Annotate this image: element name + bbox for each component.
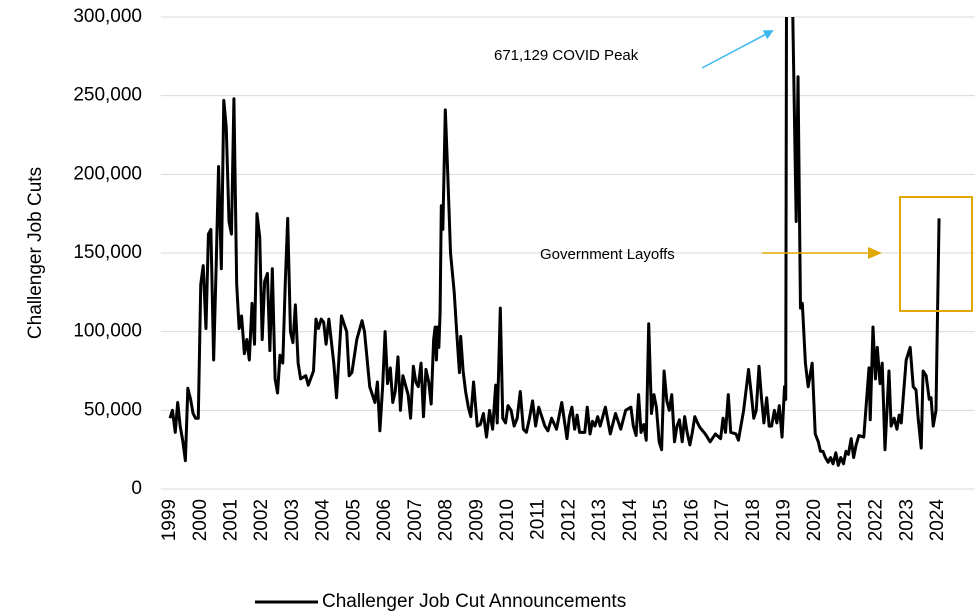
y-tick-label: 250,000 [73,85,142,106]
data-line [168,17,941,467]
annotation: Government Layoffs [540,246,675,263]
x-tick-label: 2001 [220,499,241,541]
x-tick-label: 2019 [774,499,795,541]
y-tick-label: 50,000 [84,399,142,420]
x-tick-label: 2006 [374,499,395,541]
x-tick-label: 2002 [251,499,272,541]
y-tick-label: 100,000 [73,321,142,342]
x-tick-label: 2003 [282,499,303,541]
y-axis-title: Challenger Job Cuts [25,167,46,339]
y-tick-label: 150,000 [73,242,142,263]
x-tick-label: 2018 [743,499,764,541]
highlight-box [899,196,973,312]
annotation: 671,129 COVID Peak [494,47,639,64]
x-tick-label: 2008 [436,499,457,541]
x-tick-label: 2007 [405,499,426,541]
x-tick-label: 2000 [190,499,211,541]
y-tick-label: 300,000 [73,6,142,27]
x-tick-label: 2014 [620,499,641,542]
x-tick-label: 2021 [835,499,856,541]
x-tick-label: 2009 [466,499,487,541]
x-tick-label: 2022 [866,499,887,541]
x-tick-label: 2011 [528,499,549,540]
x-tick-label: 2023 [896,499,917,541]
series [168,17,941,467]
x-tick-label: 2012 [558,499,579,541]
x-tick-label: 2013 [589,499,610,541]
legend-label: Challenger Job Cut Announcements [322,591,626,612]
x-tick-label: 2010 [497,499,518,541]
x-tick-label: 2017 [712,499,733,541]
y-tick-label: 200,000 [73,163,142,184]
x-tick-label: 1999 [159,499,180,541]
x-tick-label: 2016 [681,499,702,541]
x-tick-label: 2015 [651,499,672,541]
labels: 0 50,000 100,000 150,000 200,000 250,000 300,0… [73,6,948,541]
x-tick-label: 2024 [927,499,948,542]
x-tick-label: 2005 [343,499,364,541]
x-tick-label: 2020 [804,499,825,541]
annotation-arrow [701,30,774,69]
x-tick-label: 2004 [313,499,334,542]
y-tick-label: 0 [131,478,142,499]
